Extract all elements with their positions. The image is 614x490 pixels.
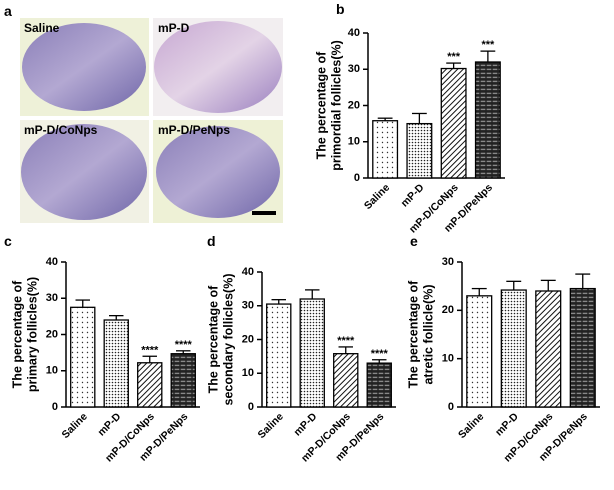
- x-tick-label: Saline: [255, 410, 285, 440]
- tissue: [21, 124, 147, 220]
- bar: [474, 61, 501, 179]
- bar: [137, 362, 163, 408]
- y-tick-label: 30: [46, 292, 58, 304]
- y-tick-label: 40: [348, 27, 360, 39]
- x-tick-label: Saline: [59, 410, 89, 440]
- y-tick-label: 10: [242, 367, 254, 379]
- x-tick-label: Saline: [456, 410, 486, 440]
- significance: ***: [481, 39, 495, 51]
- y-tick-label: 10: [442, 353, 454, 365]
- bar: [333, 353, 359, 408]
- x-tick-label: mP-D: [95, 410, 123, 438]
- bar: [366, 362, 392, 408]
- y-tick-label: 20: [242, 333, 254, 345]
- x-tick-label: mP-D: [291, 410, 319, 438]
- image-caption: mP-D/CoNps: [24, 123, 98, 137]
- panel-label: a: [4, 3, 12, 19]
- y-tick-label: 30: [442, 256, 454, 268]
- y-axis-label: primary follicles(%): [25, 277, 39, 392]
- y-tick-label: 0: [448, 401, 454, 413]
- y-axis-label: primordial follicles(%): [329, 40, 343, 171]
- bar: [569, 287, 596, 408]
- panel-label: b: [336, 1, 345, 17]
- x-tick-label: mP-D: [493, 410, 521, 438]
- tissue: [156, 126, 280, 218]
- bar: [440, 67, 467, 179]
- tissue: [22, 23, 146, 111]
- x-tick-label: Saline: [362, 181, 392, 211]
- panel-label: e: [410, 233, 418, 249]
- bar: [299, 298, 325, 408]
- y-tick-label: 10: [46, 365, 58, 377]
- y-tick-label: 40: [242, 266, 254, 278]
- bar: [372, 120, 399, 179]
- y-tick-label: 40: [46, 256, 58, 268]
- y-axis-label: secondary follicles(%): [221, 274, 235, 406]
- bar: [500, 289, 527, 408]
- image-caption: mP-D: [158, 21, 190, 35]
- y-axis-label: atretic follicle(%): [421, 284, 435, 384]
- y-tick-label: 20: [348, 99, 360, 111]
- significance: ****: [337, 335, 355, 347]
- scale-bar: [252, 211, 276, 215]
- bar: [535, 290, 562, 408]
- y-tick-label: 10: [348, 136, 360, 148]
- image-panel: a Saline mP-D mP-D/CoNps mP-D/PeNps: [4, 3, 283, 223]
- significance: ****: [141, 344, 159, 356]
- significance: ****: [371, 348, 389, 360]
- significance: ***: [447, 51, 461, 63]
- bar: [406, 122, 433, 179]
- panel-label: d: [207, 233, 216, 249]
- x-tick-label: mP-D: [399, 181, 427, 209]
- y-tick-label: 0: [248, 401, 254, 413]
- y-tick-label: 20: [46, 328, 58, 340]
- bar: [170, 353, 196, 408]
- y-tick-label: 30: [348, 63, 360, 75]
- significance: ****: [175, 339, 193, 351]
- bar: [103, 319, 129, 408]
- bar: [70, 306, 96, 408]
- bar: [266, 303, 292, 408]
- y-tick-label: 0: [52, 401, 58, 413]
- bar: [466, 295, 493, 408]
- image-caption: Saline: [24, 21, 60, 35]
- panel-label: c: [4, 233, 12, 249]
- y-tick-label: 20: [442, 304, 454, 316]
- y-tick-label: 0: [354, 172, 360, 184]
- y-axis-label: The percentage of: [406, 280, 420, 388]
- y-axis-label: The percentage of: [10, 280, 24, 388]
- tissue: [154, 21, 282, 113]
- image-caption: mP-D/PeNps: [158, 123, 230, 137]
- y-axis-label: The percentage of: [314, 51, 328, 159]
- y-axis-label: The percentage of: [206, 285, 220, 393]
- y-tick-label: 30: [242, 300, 254, 312]
